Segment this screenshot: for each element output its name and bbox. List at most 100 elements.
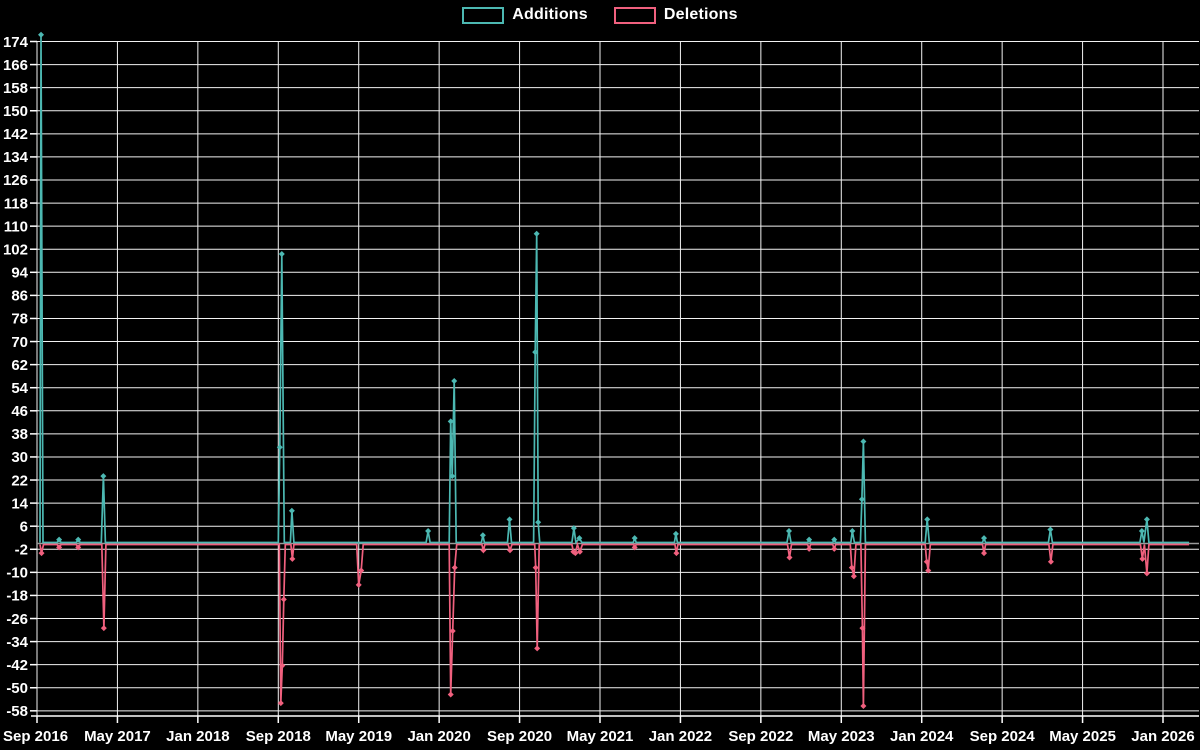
data-point-marker	[576, 548, 583, 555]
deletions-series	[38, 541, 1190, 710]
data-point-marker	[355, 581, 362, 588]
y-axis-tick-label: 22	[11, 472, 28, 489]
y-axis-tick-label: 46	[11, 403, 28, 420]
data-point-marker	[447, 691, 454, 698]
data-point-marker	[75, 536, 82, 543]
data-point-marker	[1047, 526, 1054, 533]
y-axis-tick-label: 38	[11, 426, 28, 443]
x-axis-tick-label: May 2019	[325, 728, 392, 745]
data-point-marker	[1139, 555, 1146, 562]
data-point-marker	[631, 544, 638, 551]
data-point-marker	[924, 516, 931, 523]
y-axis-tick-label: 94	[11, 265, 28, 282]
x-axis-tick-label: Sep 2022	[728, 728, 793, 745]
data-point-marker	[358, 567, 365, 574]
data-point-marker	[451, 377, 458, 384]
data-point-marker	[806, 545, 813, 552]
x-axis-tick-label: Jan 2022	[649, 728, 712, 745]
data-point-marker	[449, 628, 456, 635]
y-axis-tick-label: -10	[6, 565, 28, 582]
data-point-marker	[276, 444, 283, 451]
x-axis-tick-label: Sep 2016	[3, 728, 68, 745]
additions-line	[39, 34, 1190, 545]
y-axis-tick-label: -2	[15, 542, 28, 559]
data-point-marker	[848, 564, 855, 571]
data-point-marker	[672, 530, 679, 537]
data-point-marker	[1047, 558, 1054, 565]
data-point-marker	[56, 536, 63, 543]
y-axis-tick-label: 14	[11, 495, 28, 512]
data-point-marker	[806, 536, 813, 543]
x-axis-tick-label: Jan 2018	[166, 728, 229, 745]
data-point-marker	[532, 349, 539, 356]
x-axis-tick-label: May 2025	[1049, 728, 1116, 745]
y-axis-tick-label: 54	[11, 380, 28, 397]
y-axis-tick-label: 110	[4, 218, 28, 235]
y-axis-tick-label: 134	[3, 149, 29, 166]
y-axis-tick-label: 102	[3, 241, 28, 258]
data-point-marker	[1143, 516, 1150, 523]
x-axis-tick-label: May 2021	[567, 728, 634, 745]
data-point-marker	[100, 625, 107, 632]
data-point-marker	[631, 535, 638, 542]
y-axis-tick-label: -34	[6, 634, 28, 651]
data-point-marker	[831, 545, 838, 552]
y-axis-tick-label: 70	[11, 334, 28, 351]
y-axis-tick-label: -26	[6, 611, 28, 628]
y-axis-tick-label: -18	[6, 588, 28, 605]
y-axis-tick-label: 6	[20, 518, 28, 535]
data-point-marker	[1143, 570, 1150, 577]
data-point-marker	[1138, 527, 1145, 534]
legend-item-deletions[interactable]: Deletions	[613, 6, 738, 24]
data-point-marker	[449, 473, 456, 480]
y-axis-tick-label: 174	[3, 34, 29, 51]
legend-label-additions: Additions	[512, 6, 588, 23]
data-point-marker	[858, 496, 865, 503]
data-point-marker	[572, 550, 579, 557]
data-point-marker	[480, 547, 487, 554]
data-point-marker	[56, 544, 63, 551]
data-point-marker	[535, 519, 542, 526]
data-point-marker	[289, 555, 296, 562]
additions-swatch-icon	[462, 6, 505, 24]
data-point-marker	[447, 418, 454, 425]
data-point-marker	[786, 554, 793, 561]
data-point-marker	[479, 532, 486, 539]
y-axis-tick-label: -50	[6, 680, 28, 697]
data-point-marker	[288, 507, 295, 514]
y-axis-tick-label: 126	[3, 172, 28, 189]
y-axis-tick-label: -42	[6, 657, 28, 674]
data-point-marker	[100, 473, 107, 480]
data-point-marker	[859, 625, 866, 632]
data-point-marker	[451, 564, 458, 571]
data-point-marker	[673, 550, 680, 557]
y-axis-tick-label: 166	[3, 57, 28, 74]
legend-item-additions[interactable]: Additions	[462, 6, 588, 24]
data-point-marker	[981, 550, 988, 557]
x-axis-tick-label: Sep 2018	[246, 728, 311, 745]
y-axis-tick-label: 150	[3, 103, 28, 120]
data-point-marker	[850, 573, 857, 580]
data-point-marker	[532, 564, 539, 571]
data-point-marker	[507, 547, 514, 554]
y-axis-tick-label: 62	[11, 357, 28, 374]
deletions-line	[39, 541, 1190, 707]
data-point-marker	[534, 645, 541, 652]
x-axis-tick-label: May 2017	[84, 728, 151, 745]
data-point-marker	[38, 31, 45, 38]
y-axis-tick-label: -58	[6, 703, 28, 720]
data-point-marker	[506, 516, 513, 523]
x-axis-tick-label: Jan 2026	[1131, 728, 1194, 745]
data-point-marker	[786, 527, 793, 534]
data-point-marker	[277, 700, 284, 707]
data-point-marker	[279, 662, 286, 669]
data-point-marker	[860, 703, 867, 710]
data-point-marker	[925, 567, 932, 574]
deletions-swatch-icon	[613, 6, 656, 24]
y-axis-tick-label: 78	[11, 311, 28, 328]
data-point-marker	[75, 544, 82, 551]
y-axis-tick-label: 158	[3, 80, 28, 97]
y-axis-tick-label: 118	[4, 195, 28, 212]
data-point-marker	[38, 550, 45, 557]
